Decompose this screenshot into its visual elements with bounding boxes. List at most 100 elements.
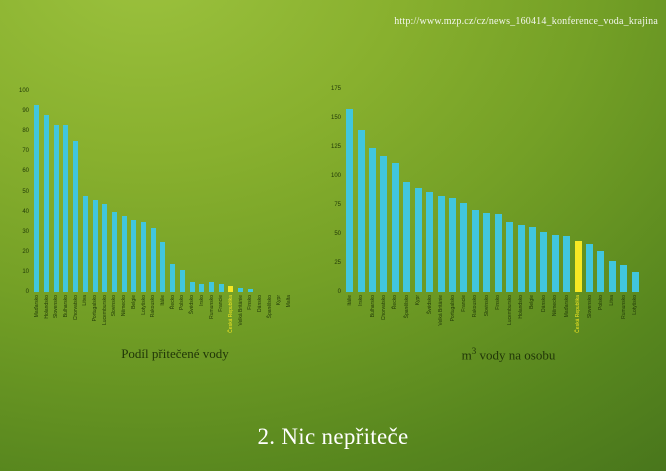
bar: [160, 241, 166, 292]
bar-slot: Finsko: [245, 91, 255, 349]
x-axis-category-label: Holandsko: [518, 295, 525, 319]
bar-slot: Rumunsko: [618, 89, 629, 349]
bar-slot: Holandsko: [515, 89, 526, 349]
x-axis-category-label: Švédsko: [189, 295, 196, 315]
x-axis-category-label: Německo: [121, 295, 128, 317]
x-axis-category-label: Holandsko: [43, 295, 50, 319]
x-axis-category-label: Bulharsko: [62, 295, 69, 318]
bar-slot: Portugalsko: [90, 91, 100, 349]
bar-slot: Slovensko: [584, 89, 595, 349]
left-chart-title: Podíl přitečené vody: [121, 346, 229, 361]
x-axis-category-label: Polsko: [179, 295, 186, 311]
bar: [92, 199, 98, 292]
y-axis-tick-label: 100: [330, 173, 341, 179]
x-axis-category-label: Finsko: [247, 295, 254, 310]
bar-slot: Slovensko: [51, 91, 61, 349]
bar: [517, 224, 525, 292]
bar-slot: Řecko: [390, 89, 401, 349]
right-chart-title-base: m: [461, 347, 472, 363]
bar-slot: Irsko: [197, 91, 207, 349]
x-axis-category-label: Portugalsko: [92, 295, 99, 322]
bar: [63, 125, 69, 292]
x-axis-category-label: Švédsko: [426, 295, 433, 315]
bar: [141, 221, 147, 292]
x-axis-category-label: Řecko: [169, 295, 176, 310]
bar-slot: Polsko: [595, 89, 606, 349]
x-axis-category-label: Polsko: [597, 295, 604, 311]
bar-slot: Lotyšsko: [139, 91, 149, 349]
y-axis-tick-label: 125: [330, 144, 341, 150]
x-axis-category-label: Maďarsko: [33, 295, 40, 318]
bar: [44, 115, 50, 292]
bar-slot: Španělsko: [401, 89, 412, 349]
x-axis-category-label: Irsko: [358, 295, 365, 306]
bar: [403, 181, 411, 292]
bar-slot: Itálie: [344, 89, 355, 349]
bar: [391, 163, 399, 292]
bar-slot: Polsko: [178, 91, 188, 349]
bar-slot: Bulharsko: [367, 89, 378, 349]
bar-slot: Lucembursko: [504, 89, 515, 349]
y-axis-tick-label: 60: [22, 168, 29, 175]
bar-slot: Slovinsko: [110, 91, 120, 349]
bar-slot: Česká Republika: [572, 89, 583, 349]
bar: [380, 156, 388, 292]
bar-highlighted-czech-republic: [574, 240, 582, 292]
bar-slot: Chorvatsko: [71, 91, 81, 349]
bar-slot: Irsko: [355, 89, 366, 349]
bar-slot: Belgie: [527, 89, 538, 349]
x-axis-category-label: Kypr: [276, 295, 283, 306]
bar: [551, 235, 559, 292]
x-axis-category-label: Dánsko: [257, 295, 264, 312]
y-axis-tick-label: 40: [22, 208, 29, 215]
bar-slot: Litva: [81, 91, 91, 349]
bar-slot: Švédsko: [187, 91, 197, 349]
bar-slot: Německo: [119, 91, 129, 349]
x-axis-category-label: Česká Republika: [575, 295, 582, 333]
bar: [369, 148, 377, 292]
bar: [111, 211, 117, 292]
bar-slot: Řecko: [168, 91, 178, 349]
bar: [73, 141, 79, 292]
y-axis-tick-label: 25: [334, 260, 341, 266]
y-axis-tick-label: 10: [22, 268, 29, 275]
bar: [631, 272, 639, 292]
bar: [82, 195, 88, 292]
x-axis-category-label: Rakousko: [472, 295, 479, 318]
x-axis-category-label: Chorvatsko: [72, 295, 79, 321]
x-axis-category-label: Malta: [286, 295, 293, 308]
y-axis-tick-label: 150: [330, 115, 341, 121]
bar: [247, 289, 253, 292]
chart-water-per-person: 0 25 50 75 100 125 150 175 Itálie Irsko Bulharsko…: [329, 86, 641, 349]
bar: [506, 222, 514, 292]
x-axis-category-label: Slovensko: [53, 295, 60, 319]
bar: [483, 213, 491, 292]
bar: [414, 187, 422, 292]
bar-slot: Rakousko: [470, 89, 481, 349]
chart-share-of-inflow-water: 0 10 20 30 40 50 60 70 80 90 100 Maďarsko Holandsko…: [17, 88, 294, 349]
y-axis-tick-label: 0: [25, 289, 29, 295]
x-axis-category-label: Lotyšsko: [632, 295, 639, 315]
bar-slot: Kypr: [275, 91, 285, 349]
x-axis-category-label: Slovinsko: [483, 295, 490, 317]
x-axis-category-label: Belgie: [529, 295, 536, 309]
slide-heading: 2. Nic nepřiteče: [257, 424, 409, 449]
bar-slot: Lucembursko: [100, 91, 110, 349]
bar: [528, 227, 536, 292]
bar: [494, 214, 502, 292]
bar-slot: Finsko: [492, 89, 503, 349]
x-axis-category-label: Itálie: [346, 295, 353, 306]
x-axis-category-label: Rakousko: [150, 295, 157, 318]
bar-slot: Maďarsko: [561, 89, 572, 349]
plot-area: Itálie Irsko Bulharsko Chorvatsko Řecko Španě…: [344, 89, 641, 349]
bar: [586, 244, 594, 292]
bar-slot: Itálie: [158, 91, 168, 349]
bar: [238, 287, 244, 292]
bar: [597, 251, 605, 292]
x-axis-category-label: Dánsko: [540, 295, 547, 312]
x-axis-category-label: Irsko: [198, 295, 205, 306]
x-axis-category-label: Lucembursko: [101, 295, 108, 326]
right-chart-title: m3 vody na osobu: [360, 346, 657, 363]
x-axis-category-label: Rumunsko: [208, 295, 215, 319]
bar-slot: Kypr: [413, 89, 424, 349]
